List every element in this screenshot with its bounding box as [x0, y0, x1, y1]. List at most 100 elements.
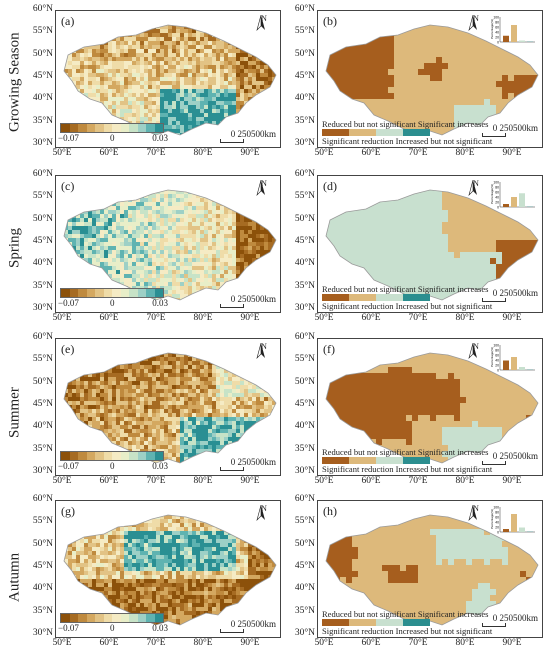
- north-arrow-icon: N: [256, 180, 272, 188]
- legend-swatch: [104, 124, 113, 132]
- longitude-tick: 90°E: [233, 638, 267, 648]
- latitude-tick: 30°N: [23, 628, 53, 638]
- panel-letter: (b): [323, 14, 337, 29]
- legend-swatch: [61, 452, 70, 460]
- legend-swatch: [61, 614, 70, 622]
- inset-bar: [503, 36, 509, 42]
- legend-swatch: [112, 289, 121, 297]
- latitude-tick: 45°N: [23, 561, 53, 571]
- legend-swatch: [70, 124, 79, 132]
- north-arrow-icon: N: [256, 15, 272, 23]
- legend-swatch: [129, 124, 138, 132]
- inset-bar: [519, 193, 525, 207]
- legend-swatch: [121, 614, 130, 622]
- inset-bar: [511, 197, 517, 207]
- legend-swatch: [78, 614, 87, 622]
- panel-letter: (h): [323, 504, 337, 519]
- inset-bar: [511, 514, 517, 532]
- legend-swatch: [322, 457, 349, 464]
- legend-swatch: [322, 294, 349, 301]
- latitude-tick: 35°N: [23, 116, 53, 126]
- panel-letter: (c): [61, 179, 74, 194]
- inset-ytick: 0: [497, 369, 499, 373]
- longitude-tick: 60°E: [92, 313, 126, 323]
- latitude-tick: 45°N: [23, 71, 53, 81]
- legend-max: 0.03: [152, 461, 168, 471]
- latitude-tick: 55°N: [23, 191, 53, 201]
- latitude-tick: 55°N: [23, 354, 53, 364]
- legend-swatch: [155, 289, 164, 297]
- latitude-tick: 45°N: [285, 561, 315, 571]
- longitude-tick: 90°E: [233, 313, 267, 323]
- latitude-tick: 50°N: [285, 377, 315, 387]
- category-legend: Reduced but not significant Significant …: [322, 447, 492, 474]
- north-arrow-shape: [468, 505, 478, 521]
- legend-swatch: [138, 614, 147, 622]
- legend-swatch: [349, 294, 376, 301]
- inset-bar: [519, 528, 525, 533]
- scale-label: 0 250500km: [493, 451, 538, 461]
- legend-min: −0.07: [58, 133, 79, 143]
- longitude-tick: 70°E: [401, 313, 435, 323]
- legend-swatch: [112, 614, 121, 622]
- legend-swatch: [78, 124, 87, 132]
- inset-bar: [519, 367, 525, 370]
- legend-swatch: [349, 129, 376, 136]
- latitude-tick: 40°N: [285, 421, 315, 431]
- longitude-tick: 90°E: [495, 313, 529, 323]
- latitude-tick: 45°N: [285, 236, 315, 246]
- legend-mid: 0: [110, 133, 115, 143]
- scale-label: 0 250500km: [493, 288, 538, 298]
- north-arrow-shape: [256, 343, 266, 359]
- legend-swatch: [376, 294, 403, 301]
- legend-swatch: [104, 452, 113, 460]
- latitude-tick: 40°N: [23, 583, 53, 593]
- inset-ytick: 0: [497, 41, 499, 45]
- scale-label: 0 250500km: [493, 613, 538, 623]
- longitude-tick: 70°E: [139, 476, 173, 486]
- longitude-tick: 60°E: [354, 148, 388, 158]
- longitude-tick: 60°E: [92, 476, 126, 486]
- inset-ytick: 60: [495, 191, 499, 195]
- legend-bottom-labels: Significant reduction Increased but not …: [322, 464, 492, 474]
- legend-swatch: [121, 452, 130, 460]
- legend-max: 0.03: [152, 623, 168, 633]
- north-arrow-icon: N: [256, 505, 272, 513]
- legend-top-labels: Reduced but not significant Significant …: [322, 119, 492, 129]
- longitude-tick: 80°E: [186, 476, 220, 486]
- longitude-tick: 60°E: [354, 638, 388, 648]
- latitude-tick: 35°N: [23, 444, 53, 454]
- latitude-tick: 35°N: [23, 281, 53, 291]
- legend-swatch: [95, 614, 104, 622]
- legend-bottom-labels: Significant reduction Increased but not …: [322, 136, 492, 146]
- inset-ytick: 40: [495, 521, 499, 525]
- north-arrow-shape: [468, 343, 478, 359]
- legend-swatch: [129, 452, 138, 460]
- scale-bar: [220, 467, 244, 471]
- latitude-tick: 35°N: [285, 606, 315, 616]
- inset-ytick: 20: [495, 364, 499, 368]
- longitude-tick: 80°E: [448, 148, 482, 158]
- longitude-tick: 90°E: [233, 148, 267, 158]
- latitude-tick: 60°N: [285, 169, 315, 179]
- legend-swatch: [138, 452, 147, 460]
- legend-swatch: [376, 619, 403, 626]
- legend-swatch: [70, 614, 79, 622]
- north-arrow-icon: N: [468, 343, 484, 351]
- latitude-tick: 55°N: [23, 516, 53, 526]
- latitude-tick: 40°N: [23, 93, 53, 103]
- latitude-tick: 50°N: [285, 539, 315, 549]
- latitude-tick: 50°N: [285, 49, 315, 59]
- latitude-tick: 40°N: [285, 583, 315, 593]
- inset-ytick: 40: [495, 359, 499, 363]
- latitude-tick: 30°N: [23, 303, 53, 313]
- legend-swatches: [322, 457, 492, 464]
- latitude-tick: 60°N: [23, 4, 53, 14]
- legend-swatch: [95, 452, 104, 460]
- category-legend: Reduced but not significant Significant …: [322, 119, 492, 146]
- panel-letter: (f): [323, 342, 335, 357]
